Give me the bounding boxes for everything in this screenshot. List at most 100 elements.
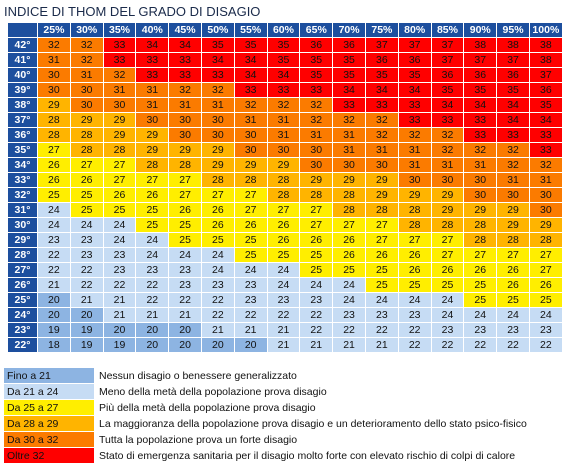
- cell: 33: [300, 83, 334, 98]
- cell: 30: [529, 203, 563, 218]
- cell: 27: [103, 173, 137, 188]
- cell: 27: [431, 248, 465, 263]
- row-header: 31°: [8, 203, 38, 218]
- cell: 23: [169, 278, 202, 293]
- cell: 22: [38, 248, 71, 263]
- cell: 22: [169, 293, 202, 308]
- cell: 23: [103, 263, 137, 278]
- cell: 37: [398, 38, 432, 53]
- cell: 25: [398, 278, 432, 293]
- cell: 25: [70, 203, 104, 218]
- cell: 31: [497, 173, 530, 188]
- cell: 30: [431, 173, 465, 188]
- column-header: 60%: [267, 23, 301, 38]
- row-header: 38°: [8, 98, 38, 113]
- cell: 32: [103, 68, 137, 83]
- cell: 23: [234, 278, 268, 293]
- cell: 23: [398, 308, 432, 323]
- cell: 24: [497, 308, 530, 323]
- cell: 36: [464, 68, 498, 83]
- cell: 19: [103, 338, 137, 353]
- cell: 24: [333, 278, 366, 293]
- cell: 27: [529, 248, 563, 263]
- cell: 33: [136, 53, 170, 68]
- cell: 29: [365, 173, 399, 188]
- cell: 33: [333, 98, 366, 113]
- cell: 24: [136, 248, 170, 263]
- cell: 20: [234, 338, 268, 353]
- cell: 29: [103, 113, 137, 128]
- legend-text: Stato di emergenza sanitaria per il disa…: [99, 449, 516, 462]
- legend-swatch: Da 25 a 27: [4, 400, 94, 415]
- cell: 30: [497, 188, 530, 203]
- column-header: 75%: [365, 23, 399, 38]
- cell: 33: [267, 83, 301, 98]
- cell: 28: [464, 218, 498, 233]
- cell: 22: [300, 308, 334, 323]
- cell: 31: [201, 98, 235, 113]
- cell: 30: [464, 173, 498, 188]
- cell: 32: [497, 143, 530, 158]
- cell: 27: [365, 218, 399, 233]
- legend-text: Tutta la popolazione prova un forte disa…: [99, 433, 298, 446]
- cell: 19: [38, 323, 71, 338]
- cell: 36: [529, 83, 563, 98]
- cell: 27: [169, 188, 202, 203]
- cell: 32: [529, 158, 563, 173]
- cell: 28: [333, 203, 366, 218]
- cell: 31: [103, 83, 137, 98]
- cell: 26: [267, 233, 301, 248]
- cell: 28: [38, 128, 71, 143]
- cell: 28: [201, 173, 235, 188]
- cell: 29: [201, 143, 235, 158]
- cell: 25: [234, 233, 268, 248]
- cell: 26: [136, 188, 170, 203]
- legend-text: La maggioranza della popolazione prova d…: [99, 417, 527, 430]
- title: INDICE DI THOM DEL GRADO DI DISAGIO: [4, 4, 261, 19]
- cell: 21: [38, 278, 71, 293]
- cell: 25: [103, 203, 137, 218]
- cell: 25: [333, 263, 366, 278]
- cell: 26: [333, 233, 366, 248]
- cell: 34: [234, 53, 268, 68]
- cell: 38: [497, 38, 530, 53]
- cell: 26: [497, 263, 530, 278]
- cell: 23: [464, 323, 498, 338]
- cell: 33: [169, 53, 202, 68]
- cell: 32: [431, 143, 465, 158]
- cell: 26: [464, 263, 498, 278]
- cell: 24: [267, 263, 301, 278]
- cell: 21: [365, 338, 399, 353]
- cell: 29: [497, 218, 530, 233]
- cell: 26: [365, 248, 399, 263]
- cell: 24: [38, 218, 71, 233]
- cell: 31: [398, 158, 432, 173]
- cell: 24: [38, 203, 71, 218]
- cell: 29: [234, 158, 268, 173]
- cell: 29: [464, 203, 498, 218]
- cell: 29: [103, 128, 137, 143]
- cell: 22: [398, 323, 432, 338]
- cell: 27: [201, 188, 235, 203]
- cell: 25: [136, 203, 170, 218]
- cell: 27: [234, 188, 268, 203]
- row-header: 27°: [8, 263, 38, 278]
- cell: 29: [431, 203, 465, 218]
- legend-row: Oltre 32 Stato di emergenza sanitaria per…: [4, 448, 527, 463]
- cell: 24: [103, 218, 137, 233]
- cell: 30: [38, 83, 71, 98]
- cell: 34: [497, 113, 530, 128]
- cell: 29: [201, 158, 235, 173]
- cell: 28: [497, 233, 530, 248]
- cell: 36: [365, 53, 399, 68]
- cell: 26: [38, 158, 71, 173]
- cell: 29: [333, 173, 366, 188]
- cell: 28: [38, 113, 71, 128]
- cell: 24: [464, 308, 498, 323]
- cell: 33: [529, 128, 563, 143]
- cell: 30: [169, 113, 202, 128]
- cell: 21: [70, 293, 104, 308]
- cell: 26: [497, 278, 530, 293]
- cell: 27: [300, 203, 334, 218]
- cell: 32: [38, 38, 71, 53]
